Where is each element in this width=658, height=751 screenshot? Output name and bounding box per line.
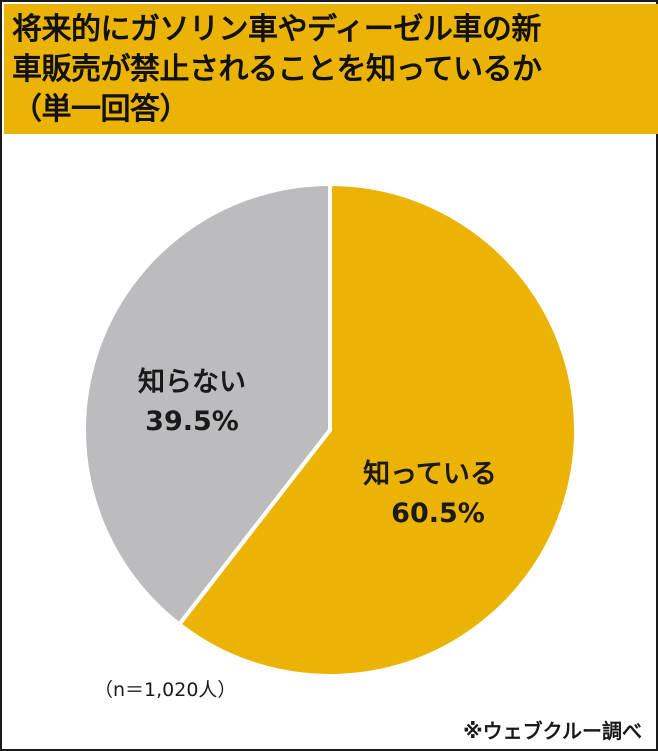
title-line-2: 車販売が禁止されることを知っているか	[12, 52, 542, 87]
pie-slices	[82, 182, 578, 678]
title-line-3: （単一回答）	[12, 92, 190, 127]
pie-labels: 知っている 60.5% 知らない 39.5%	[138, 367, 497, 529]
source-credit: ※ウェブクルー調べ	[463, 719, 642, 743]
slice-label-known: 知っている	[363, 459, 497, 490]
title-line-1: 将来的にガソリン車やディーゼル車の新	[12, 12, 541, 47]
slice-value-known: 60.5%	[391, 498, 485, 529]
title-bar: 将来的にガソリン車やディーゼル車の新 車販売が禁止されることを知っているか （単…	[4, 4, 658, 134]
pie-slice-unknown	[82, 182, 332, 627]
slice-label-unknown: 知らない	[138, 367, 246, 398]
slice-value-unknown: 39.5%	[145, 406, 239, 437]
pie-slice-known	[177, 182, 578, 678]
sample-size-note: （n＝1,020人）	[94, 679, 237, 701]
